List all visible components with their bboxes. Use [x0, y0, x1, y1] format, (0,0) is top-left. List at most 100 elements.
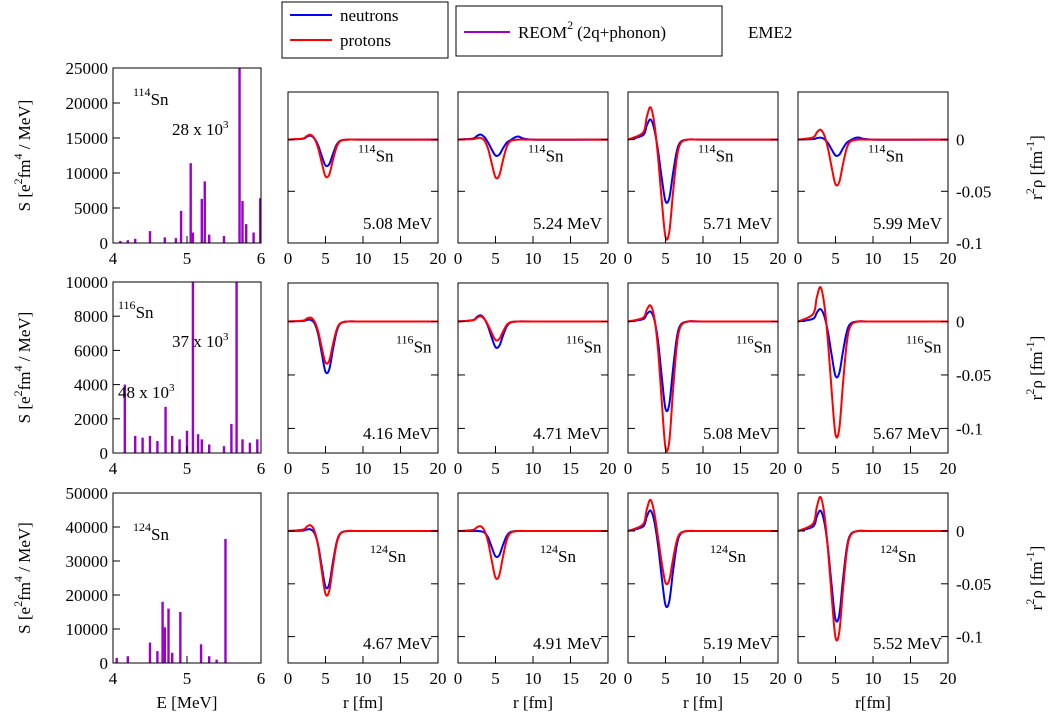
superscript: 4 [11, 576, 25, 582]
bar [134, 435, 137, 453]
label-part: r [1027, 394, 1046, 400]
bar [199, 644, 203, 663]
x-tick-label: 15 [902, 669, 919, 688]
label-part: / MeV] [15, 522, 34, 576]
mass-number: 114 [868, 142, 886, 156]
density-line [798, 509, 948, 623]
element: Sn [558, 547, 576, 566]
x-tick-label: 5 [831, 459, 840, 478]
x-tick-label: 15 [902, 249, 919, 268]
panel-frame [112, 281, 262, 454]
superscript: 3 [223, 331, 229, 343]
density-line [458, 136, 608, 180]
panel-frame [627, 282, 779, 454]
x-tick-label: 15 [562, 249, 579, 268]
energy-label: 5.52 MeV [873, 634, 943, 653]
plot-area [288, 524, 438, 597]
x-tick-label: 4 [109, 669, 118, 688]
y-tick-label: 10000 [66, 620, 109, 639]
y-tick-label: -0.1 [956, 419, 983, 438]
legend-tag: EME2 [748, 23, 792, 42]
nucleus-label: 124Sn [540, 542, 576, 566]
x-tick-label: 20 [770, 249, 787, 268]
x-tick-label: 20 [940, 249, 957, 268]
panel-frame [287, 282, 439, 454]
mass-number: 124 [133, 520, 151, 534]
x-axis-label: r[fm] [855, 693, 891, 712]
mass-number: 124 [710, 542, 728, 556]
x-tick-label: 10 [355, 669, 372, 688]
superscript: 4 [11, 154, 25, 160]
nucleus-label: 124Sn [133, 520, 169, 544]
legend-box [281, 1, 449, 59]
y-tick-label: 4000 [74, 376, 108, 395]
x-tick-label: 0 [624, 249, 633, 268]
nucleus-label: 114Sn [133, 85, 169, 109]
panel-frame [457, 492, 609, 664]
x-tick-label: 0 [624, 459, 633, 478]
x-tick-label: 5 [831, 249, 840, 268]
bar [179, 210, 183, 243]
x-axis-label: r [fm] [343, 693, 383, 712]
superscript: -1 [1023, 341, 1037, 351]
element: Sn [584, 337, 602, 356]
element: Sn [924, 337, 942, 356]
bar [208, 656, 211, 663]
x-tick-label: 4 [109, 249, 118, 268]
panel-frame [627, 492, 779, 664]
bar [208, 234, 211, 243]
x-tick-label: 10 [695, 459, 712, 478]
bar [167, 608, 170, 663]
superscript: 2 [1023, 188, 1037, 194]
bar [256, 439, 259, 453]
x-tick-label: 15 [392, 669, 409, 688]
x-tick-label: 15 [902, 459, 919, 478]
annotation-text: 28 x 10 [172, 120, 223, 139]
x-tick-label: 10 [525, 249, 542, 268]
bar [200, 198, 203, 243]
density-line [628, 509, 778, 609]
x-tick-label: 10 [865, 249, 882, 268]
nucleus-label: 124Sn [880, 542, 916, 566]
legend-text: REOM [518, 23, 567, 42]
nucleus-label: 116Sn [906, 332, 942, 356]
legend-label: REOM2 (2q+phonon) [518, 18, 666, 42]
plot-area [288, 316, 438, 375]
y-tick-label: -0.05 [956, 366, 991, 385]
x-tick-label: 10 [355, 249, 372, 268]
label-part: r [1027, 194, 1046, 200]
element: Sn [716, 147, 734, 166]
label-part: ρ [fm [1027, 151, 1046, 188]
y-tick-label: 30000 [66, 552, 109, 571]
element: Sn [546, 147, 564, 166]
y-tick-label: 0 [100, 234, 109, 253]
x-tick-label: 0 [794, 669, 803, 688]
energy-label: 4.67 MeV [363, 634, 433, 653]
bar [148, 435, 152, 453]
nucleus-label: 116Sn [566, 332, 602, 356]
y-tick-label: 0 [100, 444, 109, 463]
panel-frame [627, 91, 779, 244]
x-tick-label: 15 [392, 459, 409, 478]
y-axis-label: S [e2fm4 / MeV] [11, 522, 34, 634]
x-tick-label: 15 [392, 249, 409, 268]
panel-frame [112, 492, 262, 664]
x-tick-label: 6 [257, 249, 266, 268]
bar [252, 232, 255, 243]
bar [141, 437, 144, 453]
superscript: 3 [169, 382, 175, 394]
annotation: 37 x 103 [172, 331, 229, 351]
superscript: 2 [1023, 389, 1037, 395]
energy-label: 4.16 MeV [363, 424, 433, 443]
energy-label: 4.71 MeV [533, 424, 603, 443]
bar [164, 406, 167, 453]
y-tick-label: -0.05 [956, 182, 991, 201]
y-tick-label: 8000 [74, 307, 108, 326]
panel-frame [797, 91, 949, 244]
superscript: -1 [1023, 551, 1037, 561]
y-tick-label: 10000 [66, 273, 109, 292]
x-tick-label: 10 [695, 669, 712, 688]
y-axis-label: r2ρ [fm-1] [1023, 546, 1046, 611]
density-line [798, 286, 948, 439]
x-tick-label: 10 [865, 669, 882, 688]
